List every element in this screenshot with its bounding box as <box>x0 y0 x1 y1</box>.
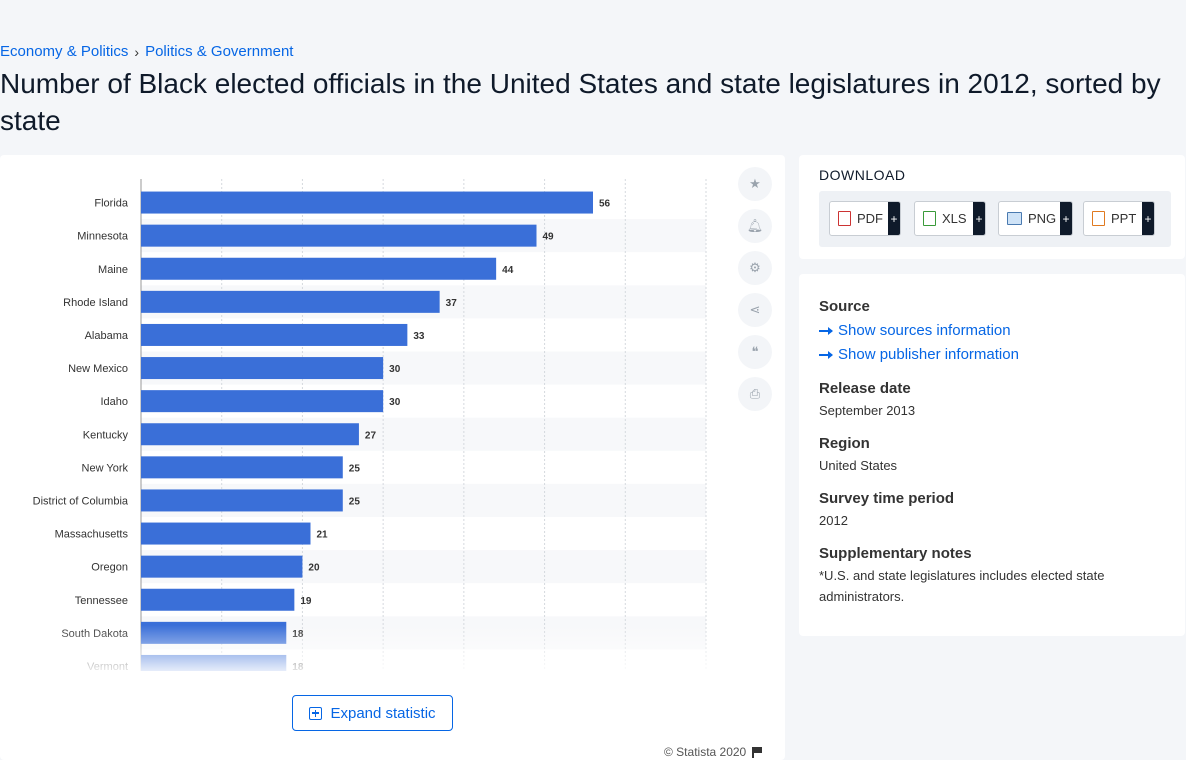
ppt-plus: + <box>1142 202 1154 235</box>
data-label: 27 <box>365 430 377 441</box>
category-label: Kentucky <box>83 429 129 441</box>
png-plus: + <box>1060 202 1072 235</box>
bar-maine <box>141 257 497 280</box>
category-label: Idaho <box>100 396 128 408</box>
xls-plus: + <box>973 202 985 235</box>
xls-icon <box>923 211 936 226</box>
ppt-label: PPT <box>1111 211 1137 226</box>
bar-oregon <box>141 555 303 578</box>
chart-fade <box>0 625 720 675</box>
print-icon[interactable]: ⎙ <box>738 377 772 411</box>
arrow-right-icon <box>819 326 833 335</box>
data-label: 30 <box>389 397 401 408</box>
breadcrumb-politics-government[interactable]: Politics & Government <box>145 43 294 60</box>
info-card: Source Show sources information Show pub… <box>799 274 1185 636</box>
category-label: Minnesota <box>77 231 129 243</box>
bar-kentucky <box>141 423 359 446</box>
survey-period-value: 2012 <box>819 513 848 528</box>
category-label: Tennessee <box>75 595 128 607</box>
survey-period-label: Survey time period <box>819 490 955 507</box>
data-label: 44 <box>502 265 514 276</box>
category-label: District of Columbia <box>33 495 129 507</box>
download-title: DOWNLOAD <box>819 167 906 183</box>
copyright-text[interactable]: © Statista 2020 <box>664 745 747 759</box>
star-icon[interactable]: ★ <box>738 167 772 201</box>
chart-card: Florida 56 Minnesota 49 Maine 44 Rhode Island 3… <box>0 155 785 760</box>
release-date-value: September 2013 <box>819 403 916 418</box>
show-sources-link[interactable]: Show sources information <box>819 322 1011 339</box>
bar-new-mexico <box>141 357 384 380</box>
data-label: 19 <box>300 596 312 607</box>
bar-tennessee <box>141 588 295 611</box>
plus-square-icon <box>309 706 323 720</box>
category-label: Alabama <box>85 330 129 342</box>
pdf-label: PDF <box>857 211 883 226</box>
expand-statistic-button[interactable]: Expand statistic <box>292 695 453 731</box>
region-label: Region <box>819 435 870 452</box>
supplementary-notes-label: Supplementary notes <box>819 545 972 562</box>
bar-district-of-columbia <box>141 489 343 512</box>
chart-area: Florida 56 Minnesota 49 Maine 44 Rhode Island 3… <box>0 179 720 671</box>
data-label: 25 <box>349 496 361 507</box>
category-label: Maine <box>98 264 128 276</box>
category-label: New Mexico <box>68 363 128 375</box>
data-label: 37 <box>446 298 458 309</box>
ppt-icon <box>1092 211 1105 226</box>
bar-massachusetts <box>141 522 311 545</box>
category-label: Massachusetts <box>55 529 129 541</box>
download-xls-button[interactable]: XLS + <box>914 201 986 236</box>
breadcrumb-economy-politics[interactable]: Economy & Politics <box>0 43 129 60</box>
pdf-icon <box>838 211 851 226</box>
category-label: New York <box>82 462 129 474</box>
xls-label: XLS <box>942 211 967 226</box>
png-icon <box>1007 212 1022 225</box>
bell-icon[interactable]: 🔔︎ <box>738 209 772 243</box>
source-label: Source <box>819 298 870 315</box>
download-png-button[interactable]: PNG + <box>998 201 1073 236</box>
show-publisher-label: Show publisher information <box>838 346 1019 363</box>
category-label: Rhode Island <box>63 297 128 309</box>
data-label: 25 <box>349 463 361 474</box>
download-buttons: PDF + XLS + PNG + PPT + <box>819 191 1171 247</box>
gear-icon[interactable]: ⚙ <box>738 251 772 285</box>
region-value: United States <box>819 458 898 473</box>
chart-tools: ★ 🔔︎ ⚙ ⋖ ❝ ⎙ <box>738 167 772 419</box>
category-label: Oregon <box>91 562 128 574</box>
show-publisher-link[interactable]: Show publisher information <box>819 346 1019 363</box>
download-ppt-button[interactable]: PPT + <box>1083 201 1155 236</box>
data-label: 30 <box>389 364 401 375</box>
data-label: 33 <box>413 331 425 342</box>
download-card: DOWNLOAD PDF + XLS + PNG + PPT + <box>799 155 1185 259</box>
data-label: 49 <box>543 232 555 243</box>
bar-idaho <box>141 390 384 413</box>
share-icon[interactable]: ⋖ <box>738 293 772 327</box>
data-label: 56 <box>599 199 611 210</box>
copyright: © Statista 2020 <box>664 745 763 759</box>
quote-icon[interactable]: ❝ <box>738 335 772 369</box>
bar-florida <box>141 191 593 214</box>
download-pdf-button[interactable]: PDF + <box>829 201 901 236</box>
page-title: Number of Black elected officials in the… <box>0 68 1161 136</box>
bar-rhode-island <box>141 290 440 313</box>
breadcrumb: Economy & Politics › Politics & Governme… <box>0 43 293 60</box>
supplementary-notes-value: *U.S. and state legislatures includes el… <box>819 568 1105 604</box>
flag-icon[interactable] <box>752 746 763 758</box>
bar-chart: Florida 56 Minnesota 49 Maine 44 Rhode Island 3… <box>33 179 707 671</box>
pdf-plus: + <box>888 202 900 235</box>
data-label: 21 <box>317 530 329 541</box>
data-label: 20 <box>308 563 320 574</box>
bar-alabama <box>141 323 408 346</box>
expand-statistic-label: Expand statistic <box>330 704 436 722</box>
breadcrumb-separator: › <box>134 43 140 60</box>
show-sources-label: Show sources information <box>838 322 1011 339</box>
arrow-right-icon <box>819 350 833 359</box>
bar-minnesota <box>141 224 537 247</box>
category-label: Florida <box>94 198 129 210</box>
release-date-label: Release date <box>819 380 911 397</box>
png-label: PNG <box>1028 211 1057 226</box>
bar-new-york <box>141 456 343 479</box>
